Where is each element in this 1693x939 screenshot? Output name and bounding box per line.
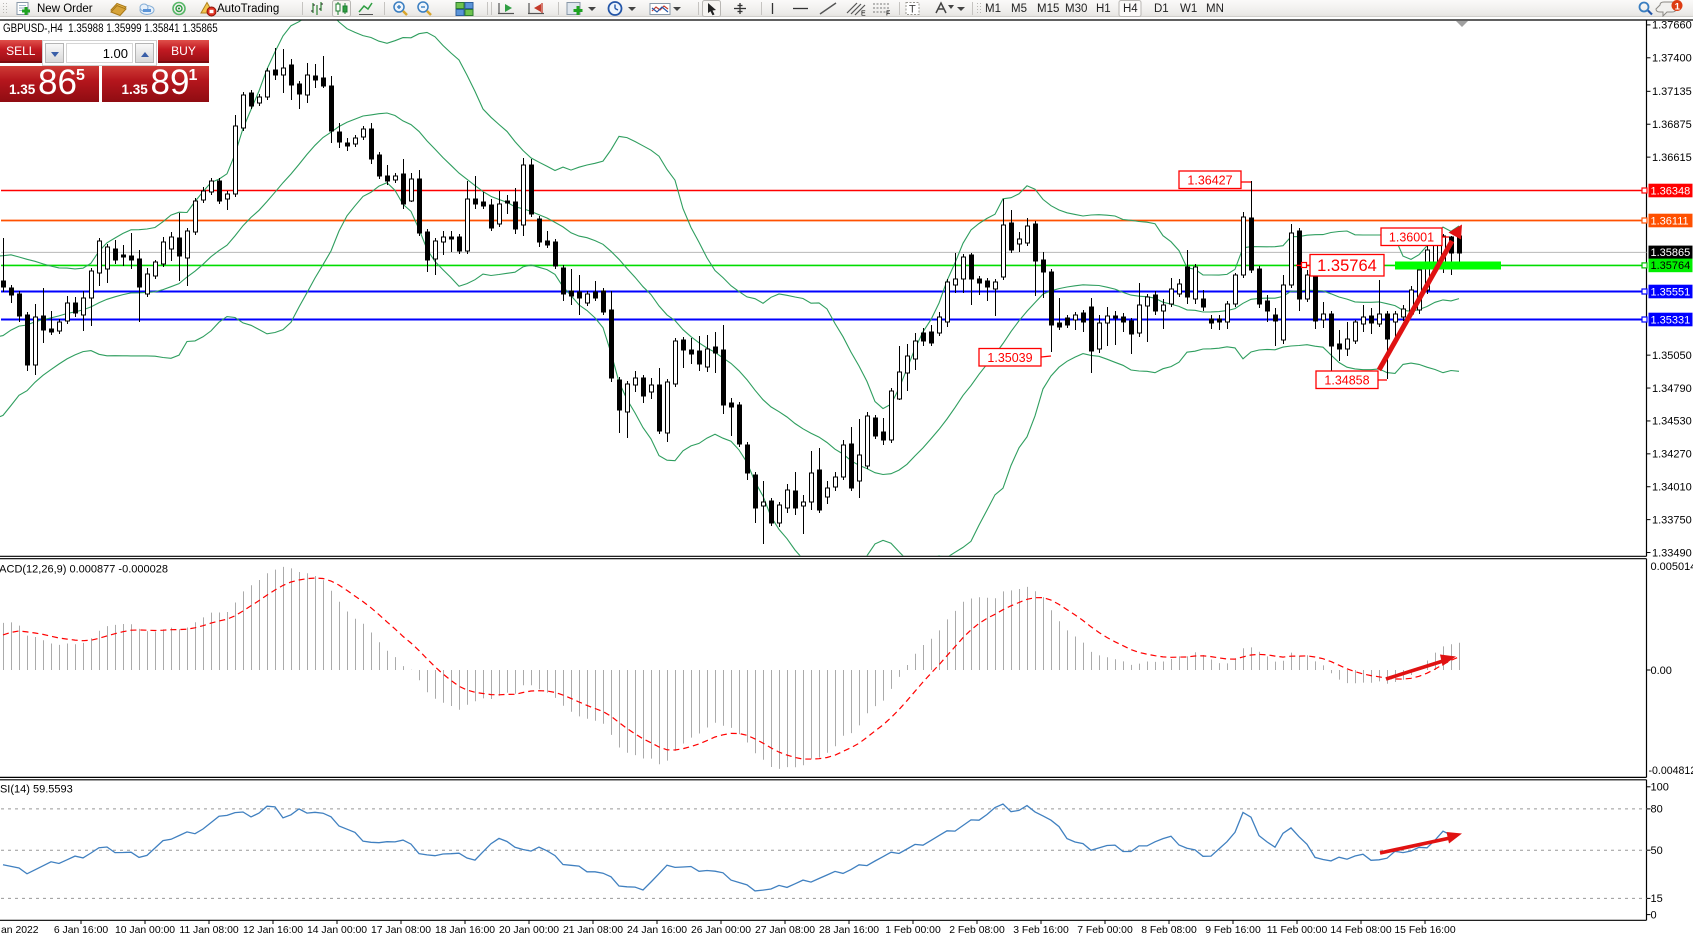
svg-text:W1: W1 <box>1180 3 1197 15</box>
svg-text:11 Feb 00:00: 11 Feb 00:00 <box>1267 925 1328 936</box>
svg-text:1.34530: 1.34530 <box>1652 416 1692 428</box>
svg-text:1.34790: 1.34790 <box>1652 383 1692 395</box>
svg-text:15: 15 <box>1651 893 1663 905</box>
svg-text:1.35050: 1.35050 <box>1652 350 1692 362</box>
svg-text:AutoTrading: AutoTrading <box>217 3 279 15</box>
svg-text:24 Jan 16:00: 24 Jan 16:00 <box>627 925 687 936</box>
svg-text:10 Jan 00:00: 10 Jan 00:00 <box>115 925 175 936</box>
svg-text:17 Jan 08:00: 17 Jan 08:00 <box>371 925 431 936</box>
svg-text:1: 1 <box>1675 1 1681 12</box>
svg-text:1.34270: 1.34270 <box>1652 449 1692 461</box>
svg-text:1.35551: 1.35551 <box>1651 286 1691 298</box>
svg-text:0.00: 0.00 <box>1651 665 1672 677</box>
svg-text:1.34010: 1.34010 <box>1652 482 1692 494</box>
svg-text:18 Jan 16:00: 18 Jan 16:00 <box>435 925 495 936</box>
svg-text:9 Feb 16:00: 9 Feb 16:00 <box>1205 925 1261 936</box>
svg-text:an 2022: an 2022 <box>1 925 39 936</box>
svg-text:14 Feb 08:00: 14 Feb 08:00 <box>1330 925 1391 936</box>
svg-text:15 Feb 16:00: 15 Feb 16:00 <box>1394 925 1455 936</box>
svg-text:New Order: New Order <box>37 3 93 15</box>
svg-text:21 Jan 08:00: 21 Jan 08:00 <box>563 925 623 936</box>
svg-text:80: 80 <box>1651 804 1663 816</box>
svg-text:-0.004812: -0.004812 <box>1649 765 1693 777</box>
svg-text:1.36875: 1.36875 <box>1652 119 1692 131</box>
svg-text:14 Jan 00:00: 14 Jan 00:00 <box>307 925 367 936</box>
svg-text:RSI(14) 59.5593: RSI(14) 59.5593 <box>0 784 73 796</box>
svg-text:50: 50 <box>1651 845 1663 857</box>
svg-text:1.35764: 1.35764 <box>1651 260 1691 272</box>
svg-text:T: T <box>909 4 916 16</box>
svg-text:H4: H4 <box>1123 3 1138 15</box>
svg-text:1.33490: 1.33490 <box>1652 547 1692 559</box>
svg-text:7 Feb 00:00: 7 Feb 00:00 <box>1077 925 1133 936</box>
svg-text:M1: M1 <box>985 3 1001 15</box>
svg-text:27 Jan 08:00: 27 Jan 08:00 <box>755 925 815 936</box>
svg-text:F: F <box>886 11 890 18</box>
svg-text:1.35331: 1.35331 <box>1651 314 1691 326</box>
svg-text:1.36001: 1.36001 <box>1389 230 1434 244</box>
svg-text:1.36111: 1.36111 <box>1651 215 1689 227</box>
svg-text:1.37660: 1.37660 <box>1652 20 1692 32</box>
svg-text:1 Feb 00:00: 1 Feb 00:00 <box>885 925 941 936</box>
svg-text:1.33750: 1.33750 <box>1652 514 1692 526</box>
svg-text:12 Jan 16:00: 12 Jan 16:00 <box>243 925 303 936</box>
svg-text:11 Jan 08:00: 11 Jan 08:00 <box>179 925 239 936</box>
svg-text:28 Jan 16:00: 28 Jan 16:00 <box>819 925 879 936</box>
svg-text:0: 0 <box>1651 909 1657 921</box>
svg-text:M30: M30 <box>1065 3 1087 15</box>
svg-text:H1: H1 <box>1096 3 1111 15</box>
svg-text:100: 100 <box>1651 782 1669 794</box>
svg-text:D1: D1 <box>1154 3 1169 15</box>
svg-text:1.35764: 1.35764 <box>1317 257 1377 275</box>
svg-text:1.37400: 1.37400 <box>1652 53 1692 65</box>
svg-text:1.36427: 1.36427 <box>1187 173 1232 187</box>
svg-text:1.36348: 1.36348 <box>1651 185 1691 197</box>
svg-text:MACD(12,26,9) 0.000877 -0.0000: MACD(12,26,9) 0.000877 -0.000028 <box>0 564 168 576</box>
svg-text:20 Jan 00:00: 20 Jan 00:00 <box>499 925 559 936</box>
svg-text:1.35865: 1.35865 <box>1651 247 1691 259</box>
svg-text:1.37135: 1.37135 <box>1652 86 1692 98</box>
svg-text:0.005014: 0.005014 <box>1651 561 1693 573</box>
svg-text:MN: MN <box>1206 3 1224 15</box>
svg-text:3 Feb 16:00: 3 Feb 16:00 <box>1013 925 1069 936</box>
svg-text:M15: M15 <box>1037 3 1059 15</box>
svg-text:8 Feb 08:00: 8 Feb 08:00 <box>1141 925 1197 936</box>
svg-text:2 Feb 08:00: 2 Feb 08:00 <box>949 925 1005 936</box>
svg-text:M5: M5 <box>1011 3 1027 15</box>
svg-text:6 Jan 16:00: 6 Jan 16:00 <box>54 925 109 936</box>
svg-text:E: E <box>861 11 866 18</box>
svg-text:1.34858: 1.34858 <box>1324 373 1369 387</box>
svg-text:1.36615: 1.36615 <box>1652 152 1692 164</box>
svg-text:1.35039: 1.35039 <box>987 351 1032 365</box>
svg-text:26 Jan 00:00: 26 Jan 00:00 <box>691 925 751 936</box>
